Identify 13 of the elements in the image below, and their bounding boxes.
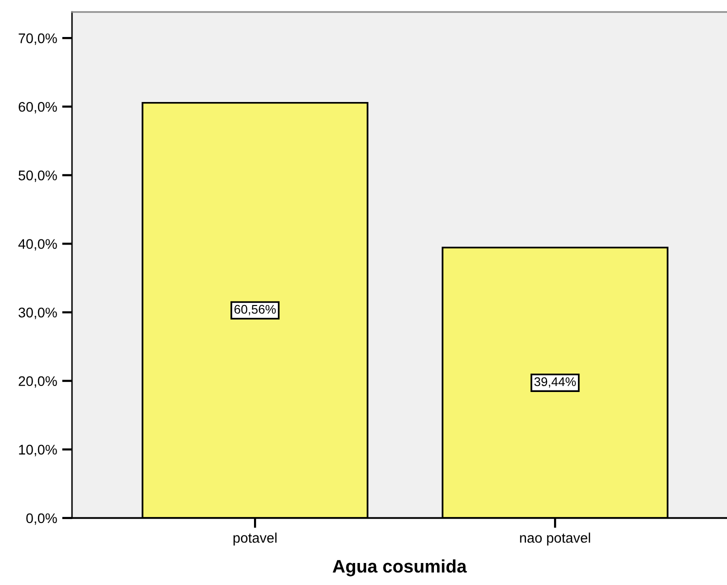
y-tick-label: 40,0% [18,239,57,251]
x-axis-title: Agua cosumida [332,559,467,576]
y-tick-label: 50,0% [18,170,57,182]
data-label: 60,56% [234,304,276,316]
x-tick-label: nao potavel [520,532,590,546]
y-tick-label: 70,0% [18,33,57,45]
y-tick-label: 60,0% [18,102,57,114]
y-tick-label: 20,0% [18,376,57,388]
y-tick-label: 30,0% [18,308,57,320]
y-tick-label: 10,0% [19,444,57,456]
x-tick-label: potavel [234,532,276,546]
y-tick-label: 0,0% [26,513,57,525]
data-label: 39,44% [534,377,576,388]
